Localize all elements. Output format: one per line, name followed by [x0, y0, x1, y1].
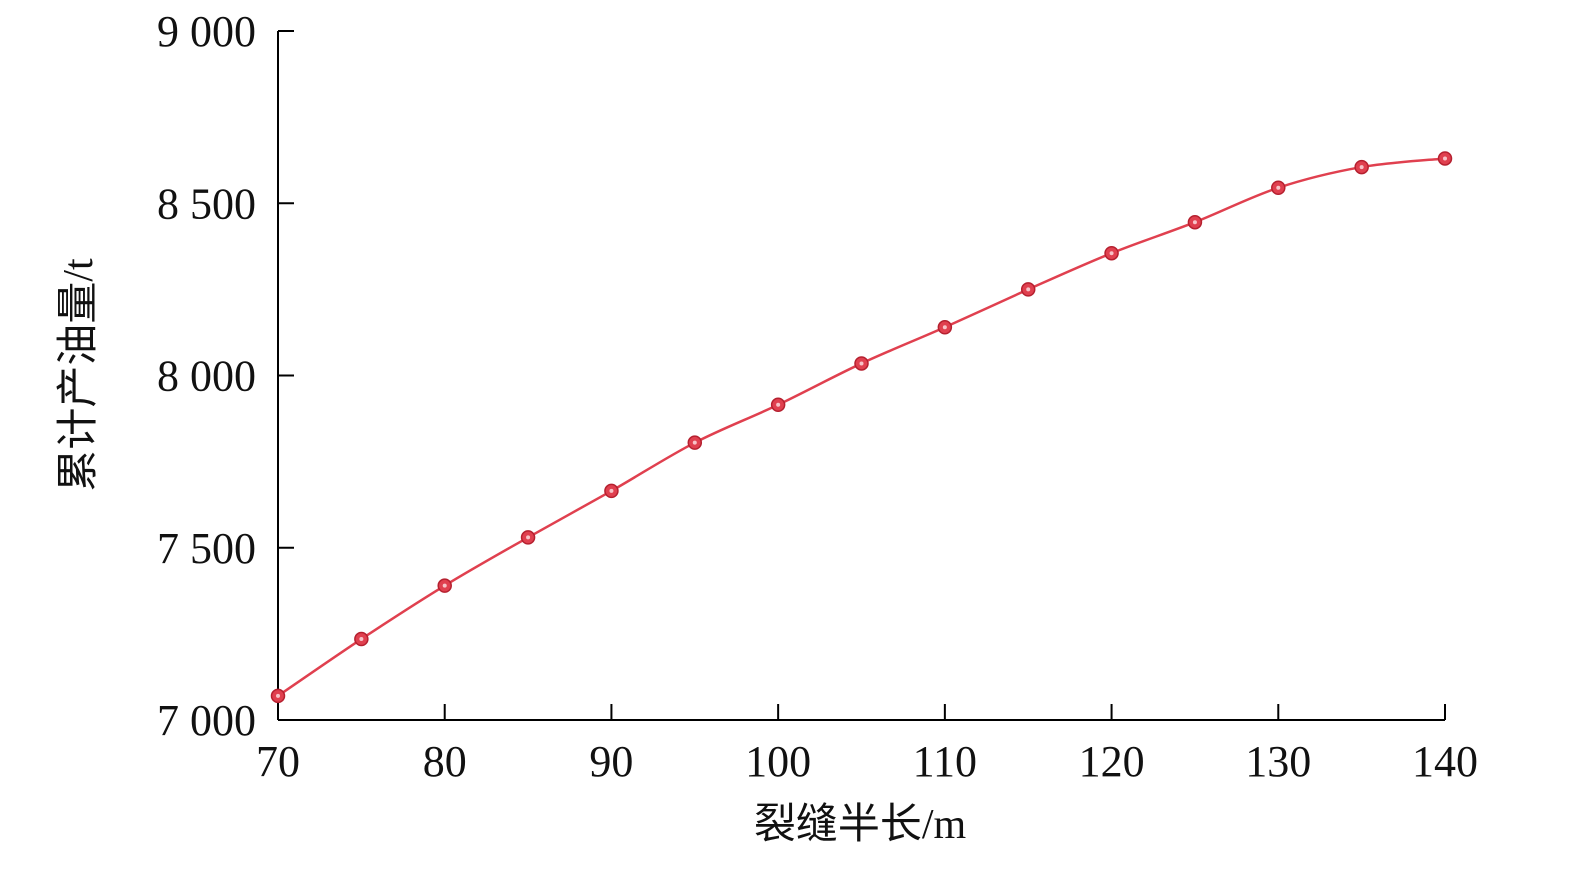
data-point-center	[1026, 287, 1031, 292]
x-tick-label: 90	[589, 737, 633, 786]
data-point-center	[1359, 165, 1364, 170]
data-point-center	[1443, 156, 1447, 161]
x-tick-label: 140	[1412, 737, 1478, 786]
data-point-center	[359, 637, 364, 642]
data-point-center	[1276, 185, 1281, 190]
data-point-center	[276, 693, 280, 698]
data-point-center	[442, 583, 447, 588]
data-point-center	[776, 402, 781, 407]
y-tick-label: 7 500	[157, 524, 256, 573]
series-layer	[270, 151, 1453, 704]
data-point-center	[609, 488, 614, 493]
y-tick-label: 8 500	[157, 179, 256, 228]
x-tick-label: 70	[256, 737, 300, 786]
x-tick-label: 130	[1245, 737, 1311, 786]
data-point-center	[692, 440, 697, 445]
data-point-center	[942, 325, 947, 330]
axes: 7 000 7 500 8 000 8 500 9 000 70 80 90 100 110 120…	[157, 7, 1478, 786]
y-tick-label: 9 000	[157, 7, 256, 56]
x-tick-label: 110	[913, 737, 977, 786]
data-point-center	[526, 535, 531, 540]
data-point-center	[859, 361, 864, 366]
x-tick-label: 120	[1079, 737, 1145, 786]
y-axis-label: 累计产油量/t	[56, 258, 102, 492]
x-axis-label: 裂缝半长/m	[754, 802, 967, 848]
data-point-center	[1109, 251, 1114, 256]
data-point-center	[1192, 220, 1197, 225]
y-tick-label: 8 000	[157, 352, 256, 401]
x-tick-label: 100	[745, 737, 811, 786]
series-line-0	[277, 157, 1446, 697]
y-tick-label: 7 000	[157, 696, 256, 745]
x-tick-label: 80	[423, 737, 467, 786]
